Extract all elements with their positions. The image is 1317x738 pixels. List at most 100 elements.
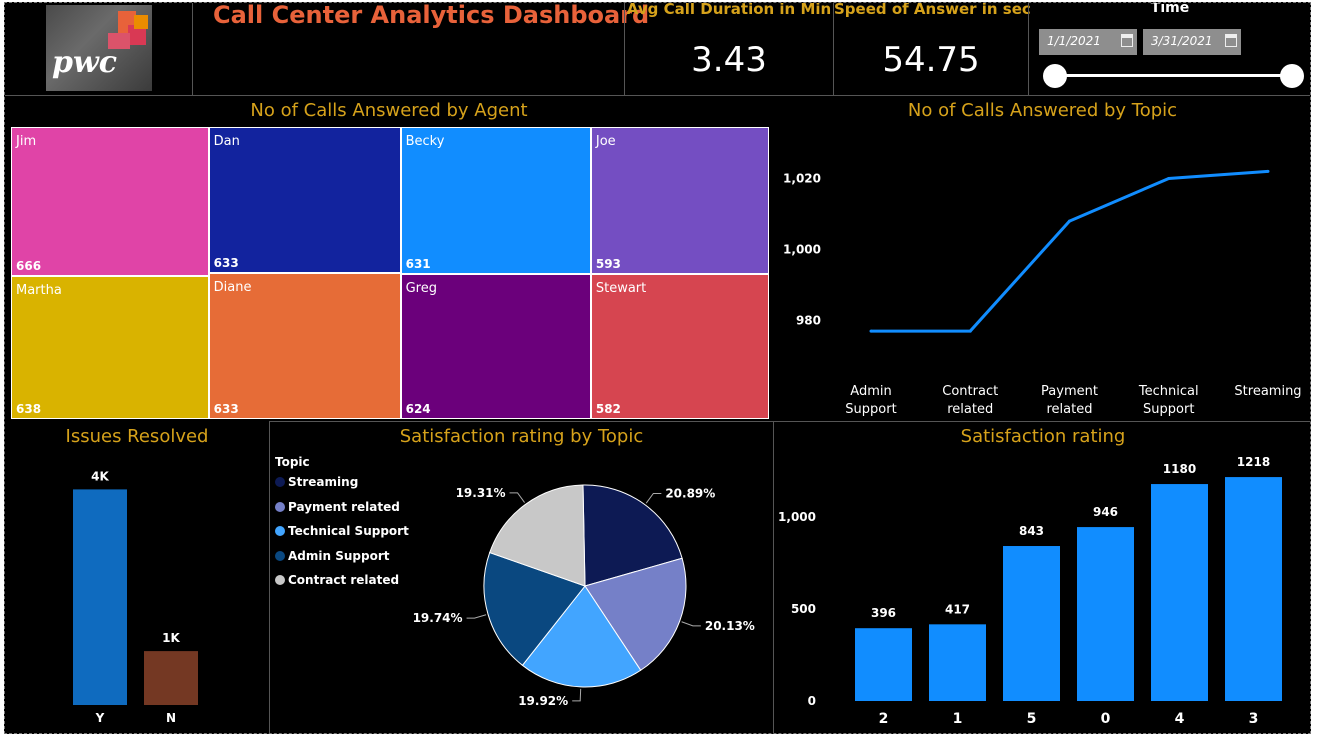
logo-block-amber <box>134 15 148 29</box>
calendar-icon[interactable] <box>1225 34 1237 47</box>
pie-slice-contract-related <box>489 484 586 587</box>
legend-swatch <box>275 550 285 561</box>
treemap-tile-jim[interactable]: Jim 666 <box>11 127 209 277</box>
bar-value-label: 1218 <box>1237 455 1270 469</box>
legend-swatch <box>275 575 285 586</box>
legend-item[interactable]: Technical Support <box>275 524 409 538</box>
section-divider <box>269 421 270 733</box>
satisfaction-rating-title: Satisfaction rating <box>960 426 1126 447</box>
agent-call-count: 633 <box>213 256 239 270</box>
end-date-value: 3/31/2021 <box>1151 34 1213 48</box>
agent-name: Dan <box>213 134 240 149</box>
topic-line-point <box>1068 219 1071 223</box>
legend-item[interactable]: Payment related <box>275 500 400 514</box>
x-axis-tick-label: Technical Support <box>1138 384 1199 417</box>
x-axis-tick-label: Y <box>95 711 105 725</box>
agent-name: Jim <box>16 134 37 149</box>
range-start-handle[interactable] <box>1043 64 1067 88</box>
treemap-tile-dan[interactable]: Dan 633 <box>208 127 401 273</box>
x-axis-tick-label: Payment related <box>1041 384 1098 417</box>
bar-value-label: 4K <box>91 469 109 483</box>
header-divider <box>1028 3 1029 95</box>
x-axis-tick-label: 4 <box>1175 711 1185 727</box>
calendar-icon[interactable] <box>1121 34 1133 47</box>
pie-leader-line <box>509 492 525 503</box>
issues-title: Issues Resolved <box>65 426 209 447</box>
agent-name: Becky <box>405 134 445 149</box>
x-axis-tick-label: 2 <box>879 711 889 727</box>
legend-swatch <box>275 477 285 487</box>
y-axis-tick-label: 500 <box>791 602 816 616</box>
kpi-value: 54.75 <box>882 40 980 80</box>
time-range-track <box>1055 74 1291 77</box>
pie-leader-line <box>681 621 701 627</box>
legend-label: Technical Support <box>288 524 409 539</box>
topic-line-point <box>1266 169 1270 173</box>
issues-bar-chart: 4K Y 1K N <box>73 469 198 725</box>
dashboard-canvas: pwc Call Center Analytics Dashboard Avg … <box>4 2 1311 734</box>
logo-block-pink <box>108 33 130 49</box>
agent-call-count: 666 <box>16 259 42 274</box>
treemap-tile-stewart[interactable]: Stewart 582 <box>590 274 769 419</box>
legend-swatch <box>275 501 285 512</box>
agent-name: Martha <box>16 283 62 299</box>
x-axis-tick-label: N <box>166 711 176 725</box>
topic-line-chart: 980 1,000 1,020 Admin Support Contract related… <box>783 169 1302 417</box>
agent-name: Stewart <box>595 281 647 297</box>
logo-block-red <box>128 25 146 45</box>
pie-slice-label: 19.92% <box>518 694 568 708</box>
pie-slice-label: 19.31% <box>456 486 506 500</box>
pie-slice-label: 20.13% <box>705 619 755 633</box>
bar-value-label: 417 <box>945 602 970 616</box>
y-axis-tick-label: 0 <box>808 694 816 708</box>
agent-call-count: 593 <box>595 257 621 272</box>
agent-call-count: 631 <box>405 256 431 271</box>
legend-item[interactable]: Admin Support <box>275 549 389 563</box>
agent-call-count: 638 <box>16 401 42 416</box>
legend-item[interactable]: Contract related <box>275 573 399 587</box>
treemap-tile-martha[interactable]: Martha 638 <box>11 276 209 419</box>
x-axis-tick-label: Streaming <box>1234 384 1301 399</box>
rating-bar-1 <box>929 624 986 701</box>
pie-leader-line <box>466 614 487 619</box>
issues-bar-n <box>144 651 198 705</box>
rating-bar-5 <box>1003 546 1060 701</box>
pie-leader-line <box>645 493 662 504</box>
page-title: Call Center Analytics Dashboard <box>213 2 650 29</box>
header-divider <box>833 3 834 95</box>
treemap-tile-diane[interactable]: Diane 633 <box>208 273 401 419</box>
agent-treemap-title: No of Calls Answered by Agent <box>250 100 528 121</box>
y-axis-tick-label: 1,020 <box>783 171 821 185</box>
bar-value-label: 843 <box>1019 524 1044 538</box>
treemap-tile-becky[interactable]: Becky 631 <box>400 127 591 274</box>
pwc-logo: pwc <box>46 5 152 91</box>
x-axis-tick-label: 5 <box>1027 711 1037 727</box>
pie-slice-streaming <box>582 484 683 587</box>
header-divider <box>192 3 193 95</box>
bar-value-label: 1180 <box>1163 462 1196 476</box>
rating-bar-4 <box>1151 484 1208 701</box>
treemap-tile-greg[interactable]: Greg 624 <box>400 273 591 419</box>
y-axis-tick-label: 1,000 <box>778 510 816 524</box>
header-bottom-border <box>5 95 1310 96</box>
agent-name: Greg <box>405 280 437 296</box>
logo-wordmark: pwc <box>52 45 118 80</box>
topic-line-point <box>1167 176 1171 180</box>
end-date-input[interactable]: 3/31/2021 <box>1143 29 1241 55</box>
agent-name: Diane <box>213 280 252 295</box>
y-axis-tick-label: 1,000 <box>783 242 821 256</box>
range-end-handle[interactable] <box>1280 64 1304 88</box>
legend-label: Contract related <box>288 573 400 588</box>
pie-slice-technical-support <box>521 585 642 688</box>
rating-bar-0 <box>1077 527 1134 701</box>
pie-slice-label: 20.89% <box>665 487 715 501</box>
legend-label: Admin Support <box>288 548 390 563</box>
start-date-input[interactable]: 1/1/2021 <box>1039 29 1137 55</box>
topic-line-point <box>968 329 972 333</box>
agent-call-count: 633 <box>213 402 239 416</box>
satisfaction-pie-chart: 20.89% 20.13% 19.92% 19.74% 19.31% <box>413 484 755 708</box>
kpi-value: 3.43 <box>691 40 767 80</box>
start-date-value: 1/1/2021 <box>1047 34 1101 48</box>
legend-item[interactable]: Streaming <box>275 475 358 489</box>
treemap-tile-joe[interactable]: Joe 593 <box>590 127 769 275</box>
